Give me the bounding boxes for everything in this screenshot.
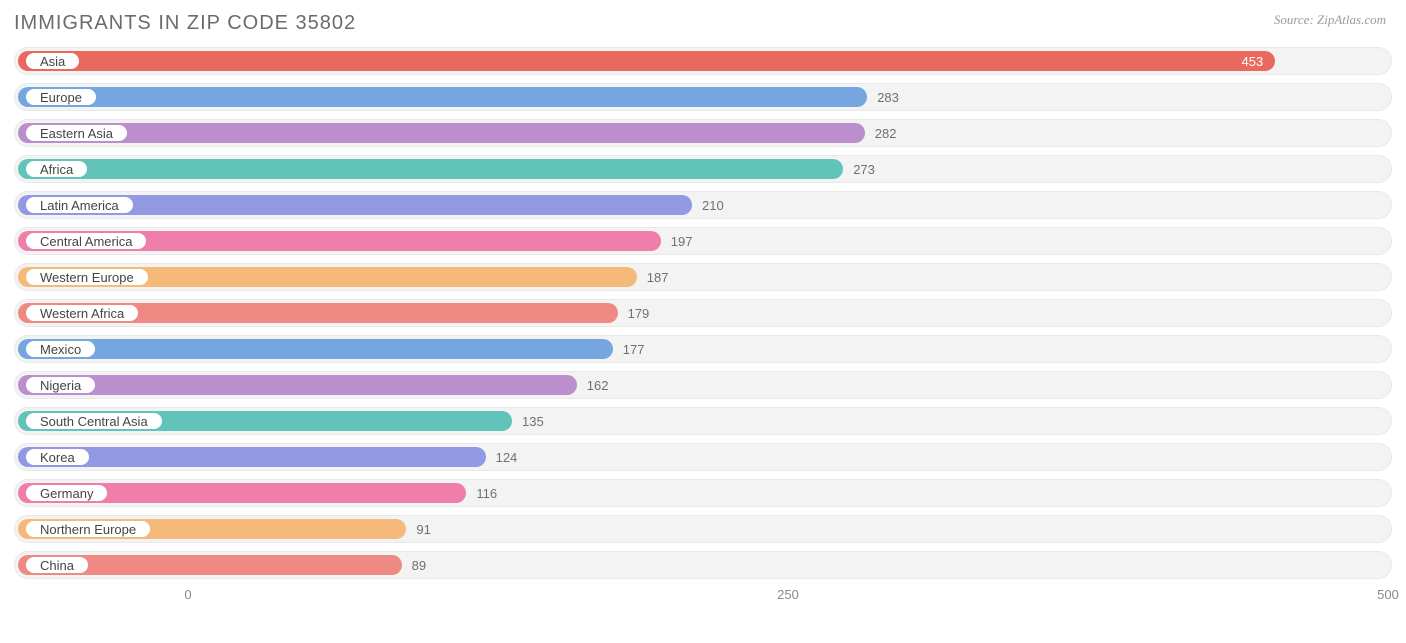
bar-row: China 89 [14, 551, 1392, 579]
bar-value: 91 [416, 519, 430, 539]
bar [18, 159, 843, 179]
category-pill: Western Europe [24, 267, 150, 287]
bar-value: 273 [853, 159, 875, 179]
bar-row: Western Africa 179 [14, 299, 1392, 327]
category-pill: Northern Europe [24, 519, 152, 539]
bar-value: 135 [522, 411, 544, 431]
header: IMMIGRANTS IN ZIP CODE 35802 Source: Zip… [0, 0, 1406, 43]
bar-row: Korea 124 [14, 443, 1392, 471]
category-label: Western Africa [40, 306, 124, 321]
category-label: Africa [40, 162, 73, 177]
bar-row: Latin America 210 [14, 191, 1392, 219]
category-pill: Mexico [24, 339, 97, 359]
chart-container: IMMIGRANTS IN ZIP CODE 35802 Source: Zip… [0, 0, 1406, 643]
bar-row: Europe 283 [14, 83, 1392, 111]
category-label: China [40, 558, 74, 573]
bar-row: Asia 453 [14, 47, 1392, 75]
bar-value: 187 [647, 267, 669, 287]
x-axis: 0250500 [14, 587, 1392, 615]
bar [18, 375, 577, 395]
bar-row: Nigeria 162 [14, 371, 1392, 399]
bar [18, 339, 613, 359]
bar-value: 177 [623, 339, 645, 359]
bar-row: Africa 273 [14, 155, 1392, 183]
category-label: Mexico [40, 342, 81, 357]
bar-value: 124 [496, 447, 518, 467]
bar [18, 123, 865, 143]
bar-row: Western Europe 187 [14, 263, 1392, 291]
bar-row: Central America 197 [14, 227, 1392, 255]
bar-row: Mexico 177 [14, 335, 1392, 363]
bar-value: 283 [877, 87, 899, 107]
category-pill: Korea [24, 447, 91, 467]
chart-title: IMMIGRANTS IN ZIP CODE 35802 [14, 12, 356, 35]
category-label: South Central Asia [40, 414, 148, 429]
bar-value: 179 [628, 303, 650, 323]
category-pill: South Central Asia [24, 411, 164, 431]
bar-value: 453 [1242, 51, 1264, 71]
axis-tick: 500 [1377, 587, 1399, 602]
category-pill: Europe [24, 87, 98, 107]
category-label: Eastern Asia [40, 126, 113, 141]
bar-value: 197 [671, 231, 693, 251]
category-pill: Nigeria [24, 375, 97, 395]
category-pill: Asia [24, 51, 81, 71]
bar [18, 51, 1275, 71]
chart-area: Asia 453 Europe 283 Eastern Asia 282 Africa 273… [0, 43, 1406, 579]
category-pill: China [24, 555, 90, 575]
category-label: Western Europe [40, 270, 134, 285]
axis-tick: 250 [777, 587, 799, 602]
category-label: Latin America [40, 198, 119, 213]
bar-value: 282 [875, 123, 897, 143]
category-pill: Germany [24, 483, 109, 503]
category-label: Central America [40, 234, 132, 249]
bar-row: South Central Asia 135 [14, 407, 1392, 435]
category-pill: Latin America [24, 195, 135, 215]
category-label: Europe [40, 90, 82, 105]
source-attribution: Source: ZipAtlas.com [1274, 12, 1386, 28]
category-label: Germany [40, 486, 93, 501]
bar [18, 87, 867, 107]
axis-tick: 0 [184, 587, 191, 602]
bar-value: 162 [587, 375, 609, 395]
bar-row: Germany 116 [14, 479, 1392, 507]
category-label: Nigeria [40, 378, 81, 393]
bar-value: 89 [412, 555, 426, 575]
category-label: Korea [40, 450, 75, 465]
category-label: Asia [40, 54, 65, 69]
category-pill: Western Africa [24, 303, 140, 323]
category-pill: Eastern Asia [24, 123, 129, 143]
category-pill: Central America [24, 231, 148, 251]
category-label: Northern Europe [40, 522, 136, 537]
bar-row: Eastern Asia 282 [14, 119, 1392, 147]
bar-row: Northern Europe 91 [14, 515, 1392, 543]
bar-value: 116 [476, 483, 497, 503]
category-pill: Africa [24, 159, 89, 179]
bar-value: 210 [702, 195, 724, 215]
